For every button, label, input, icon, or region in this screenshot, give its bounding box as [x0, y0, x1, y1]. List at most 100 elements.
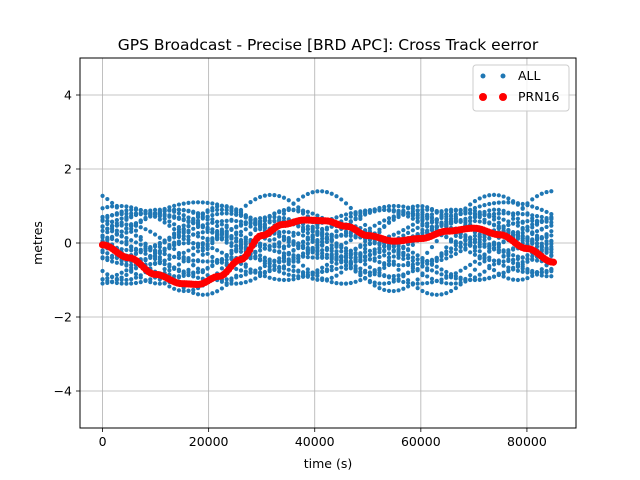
data-point-all — [176, 288, 182, 293]
data-point-all — [386, 246, 392, 251]
data-point-all — [339, 197, 344, 202]
data-point-all — [253, 269, 258, 275]
data-point-all — [425, 268, 430, 273]
data-point-all — [515, 263, 521, 269]
data-point-all — [491, 207, 497, 212]
data-point-all — [205, 229, 210, 234]
data-point-all — [391, 259, 396, 264]
data-point-all — [534, 213, 540, 219]
data-point-all — [234, 249, 239, 254]
data-point-all — [129, 245, 134, 250]
data-point-all — [468, 250, 473, 255]
data-point-all — [195, 200, 201, 205]
data-point-all — [549, 269, 554, 274]
data-point-all — [520, 255, 525, 260]
data-point-all — [501, 274, 506, 279]
data-point-all — [382, 218, 387, 223]
data-point-all — [195, 222, 201, 227]
data-point-all — [224, 204, 229, 209]
data-point-all — [234, 212, 239, 217]
data-point-all — [167, 205, 172, 210]
data-point-all — [358, 216, 363, 221]
data-point-all — [415, 261, 420, 266]
data-point-all — [530, 273, 535, 278]
data-point-all — [453, 219, 458, 224]
data-point-all — [477, 254, 482, 259]
data-point-all — [291, 248, 296, 253]
data-point-all — [515, 268, 521, 273]
data-point-all — [496, 258, 501, 263]
data-point-all — [453, 243, 458, 248]
data-point-all — [329, 237, 334, 242]
data-point-all — [300, 240, 306, 245]
data-point-all — [353, 252, 358, 257]
data-point-all — [324, 225, 330, 230]
data-point-all — [448, 281, 454, 286]
data-point-all — [520, 205, 525, 211]
data-point-all — [382, 253, 387, 258]
data-point-all — [401, 228, 406, 233]
data-point-all — [219, 203, 224, 209]
data-point-all — [129, 222, 134, 227]
data-point-all — [377, 230, 382, 235]
data-point-all — [176, 211, 182, 216]
data-point-all — [162, 208, 167, 214]
data-point-all — [329, 259, 334, 265]
data-point-all — [229, 236, 234, 241]
data-point-all — [248, 217, 253, 222]
data-point-all — [124, 262, 129, 267]
data-point-all — [234, 266, 239, 272]
data-point-all — [181, 201, 186, 206]
data-point-all — [162, 239, 167, 245]
data-point-all — [501, 217, 506, 222]
data-point-all — [501, 200, 506, 205]
data-point-all — [348, 214, 353, 219]
data-point-all — [296, 241, 301, 246]
data-point-all — [305, 209, 310, 214]
data-point-all — [210, 236, 215, 241]
data-point-all — [363, 250, 368, 255]
data-point-all — [219, 257, 224, 262]
data-point-all — [501, 270, 506, 275]
data-point-all — [133, 246, 139, 251]
data-point-all — [396, 252, 401, 257]
data-point-all — [157, 242, 162, 247]
data-point-all — [348, 280, 353, 286]
data-point-all — [181, 288, 186, 294]
data-point-all — [191, 252, 196, 257]
data-point-all — [439, 254, 444, 259]
data-point-all — [109, 213, 115, 218]
data-point-all — [511, 257, 516, 262]
data-point-all — [296, 274, 301, 279]
data-point-all — [386, 275, 392, 280]
data-point-all — [291, 233, 296, 238]
data-point-all — [444, 212, 449, 217]
data-point-all — [511, 221, 516, 226]
data-point-all — [162, 248, 167, 253]
data-point-all — [444, 208, 449, 213]
data-point-all — [200, 223, 205, 229]
data-point-all — [396, 255, 401, 260]
data-point-all — [143, 217, 148, 222]
data-point-all — [267, 247, 272, 252]
data-point-all — [458, 268, 463, 273]
data-point-all — [315, 230, 320, 235]
data-point-all — [463, 216, 468, 221]
data-point-all — [396, 247, 401, 252]
data-point-all — [329, 243, 334, 248]
data-point-all — [377, 240, 382, 246]
data-point-all — [291, 208, 296, 213]
data-point-all — [472, 267, 478, 272]
data-point-all — [544, 247, 549, 252]
data-point-all — [186, 215, 191, 220]
data-point-all — [105, 213, 110, 219]
data-point-all — [310, 211, 315, 216]
data-point-all — [262, 225, 267, 231]
data-point-all — [334, 281, 339, 286]
data-point-all — [105, 272, 110, 277]
data-point-all — [286, 267, 291, 272]
data-point-all — [138, 242, 143, 247]
data-point-all — [219, 250, 224, 255]
data-point-all — [487, 212, 492, 217]
data-point-all — [277, 256, 282, 261]
